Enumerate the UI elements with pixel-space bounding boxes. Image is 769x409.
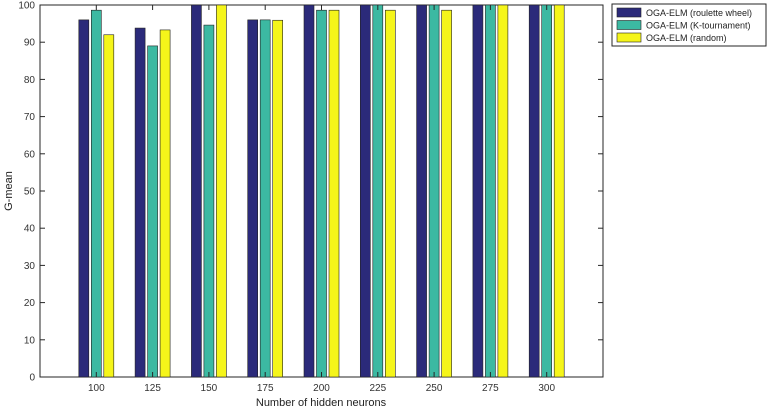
bar	[303, 4, 315, 378]
legend-label: OGA-ELM (K-tournament)	[646, 21, 751, 31]
bar	[472, 4, 484, 378]
bar	[91, 9, 102, 378]
bar	[134, 27, 146, 378]
y-tick-label: 90	[24, 38, 36, 49]
y-tick-label: 20	[24, 298, 36, 309]
legend-swatch	[616, 7, 642, 18]
y-tick-label: 100	[18, 1, 35, 12]
bar	[485, 4, 496, 378]
bar	[497, 4, 509, 378]
legend: OGA-ELM (roulette wheel) OGA-ELM (K-tourn…	[611, 3, 767, 47]
y-axis: 0 10 20 30 40 50 60 70 80 90 100	[18, 1, 603, 384]
y-tick-label: 50	[24, 187, 36, 198]
x-tick-label: 300	[538, 383, 555, 394]
bar	[216, 4, 227, 378]
x-tick-label: 225	[369, 383, 386, 394]
bar	[316, 9, 327, 378]
y-tick-label: 40	[24, 224, 36, 235]
bar	[428, 4, 440, 378]
legend-label: OGA-ELM (random)	[646, 33, 727, 43]
bar	[78, 19, 90, 378]
bar	[259, 19, 271, 378]
bar	[553, 4, 565, 378]
x-tick-label: 275	[482, 383, 499, 394]
x-tick-label: 125	[144, 383, 161, 394]
bar	[328, 9, 340, 378]
bar	[384, 9, 396, 378]
y-tick-label: 60	[24, 149, 36, 160]
y-tick-label: 0	[29, 373, 35, 384]
bar	[441, 9, 452, 378]
x-axis: 100 125 150 175 200 225 250 275 300	[88, 5, 555, 394]
y-tick-label: 30	[24, 261, 36, 272]
bar	[416, 4, 427, 378]
bar	[359, 4, 371, 378]
bar	[159, 29, 171, 378]
bar	[372, 4, 384, 378]
bar	[541, 4, 553, 378]
x-tick-label: 100	[88, 383, 105, 394]
bars	[78, 4, 565, 378]
y-tick-label: 80	[24, 75, 36, 86]
bar	[247, 19, 258, 378]
bar	[203, 24, 215, 378]
legend-label: OGA-ELM (roulette wheel)	[646, 8, 752, 18]
legend-swatch	[616, 32, 642, 43]
bar	[103, 34, 115, 378]
x-tick-label: 175	[257, 383, 274, 394]
y-axis-label: G-mean	[3, 171, 15, 211]
y-tick-label: 70	[24, 112, 36, 123]
x-tick-label: 250	[426, 383, 443, 394]
x-tick-label: 150	[201, 383, 218, 394]
x-tick-label: 200	[313, 383, 330, 394]
y-tick-label: 10	[24, 335, 36, 346]
bar	[191, 4, 202, 378]
x-axis-label: Number of hidden neurons	[256, 397, 387, 409]
bar	[272, 19, 284, 378]
bar	[528, 4, 540, 378]
legend-swatch	[616, 20, 642, 30]
bar	[147, 45, 158, 378]
